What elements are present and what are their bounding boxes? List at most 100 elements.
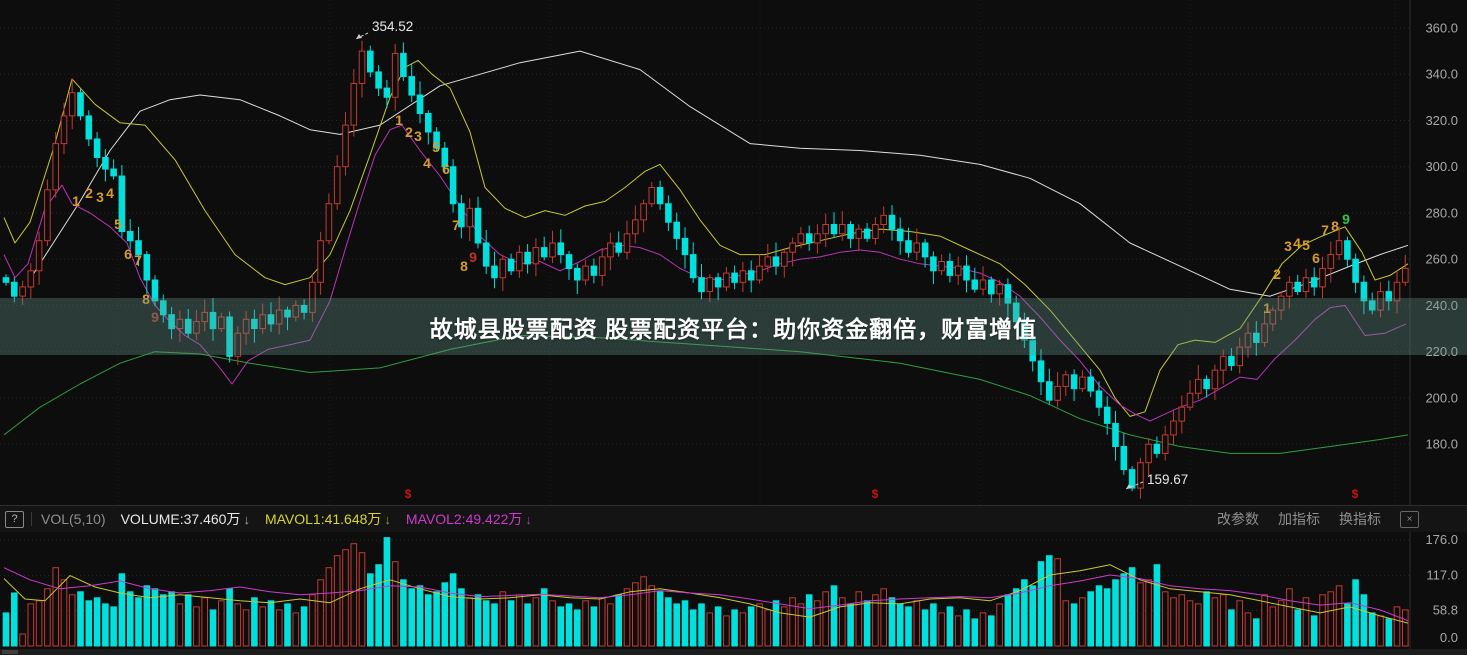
volume-bar: [350, 543, 358, 647]
candle-body: [1352, 258, 1359, 283]
candle-body: [11, 281, 18, 297]
volume-bar: [565, 603, 573, 647]
candle-body: [408, 76, 415, 96]
candle-body: [839, 224, 846, 235]
volume-bar: [27, 603, 35, 647]
ma-line-mid-yellow: [3, 59, 1409, 417]
candle-body: [574, 267, 581, 281]
candle-body: [52, 143, 60, 191]
candle-body: [333, 166, 341, 205]
candle-body: [1236, 346, 1244, 367]
volume-bar: [507, 600, 515, 647]
volume-bar: [85, 600, 93, 647]
candle-body: [1244, 332, 1252, 348]
mavol2-readout: MAVOL2:49.422万 ↓: [406, 509, 532, 529]
scroll-handle[interactable]: [2, 650, 18, 654]
td-sequence-marker: 7: [452, 217, 460, 233]
volume-bar: [1037, 561, 1045, 647]
candle-body: [77, 92, 84, 117]
candle-body: [325, 203, 333, 242]
volume-bar: [333, 555, 341, 647]
volume-bar: [913, 600, 921, 647]
candle-body: [482, 242, 490, 267]
candle-body: [516, 251, 523, 272]
indicator-name-label: VOL(5,10): [41, 511, 106, 527]
candle-body: [1095, 390, 1103, 408]
volume-bar: [102, 603, 109, 647]
candle-body: [1203, 378, 1210, 390]
volume-bar: [872, 594, 879, 647]
volume-axis-label: 0.0: [1440, 630, 1458, 645]
volume-bar: [839, 597, 846, 647]
candle-body: [342, 124, 349, 168]
volume-bar: [1228, 609, 1235, 647]
volume-bar: [1203, 591, 1210, 647]
volume-bar: [1344, 603, 1351, 647]
volume-bar: [466, 597, 473, 647]
td-sequence-marker: 6: [442, 161, 450, 177]
close-indicator-button[interactable]: ×: [1400, 510, 1419, 528]
volume-bar: [1195, 603, 1202, 647]
candle-body: [731, 272, 738, 283]
volume-bar: [772, 600, 780, 647]
candle-body: [1310, 277, 1318, 288]
candle-body: [102, 157, 109, 170]
volume-bar: [971, 618, 979, 647]
td-sequence-marker: 8: [1331, 218, 1339, 234]
help-button[interactable]: ?: [5, 510, 24, 528]
td-sequence-marker: 1: [395, 112, 403, 128]
volume-bar: [168, 591, 175, 647]
td-sequence-marker: 2: [85, 185, 93, 201]
candle-body: [449, 166, 457, 205]
volume-bar: [996, 603, 1003, 647]
volume-bar: [607, 603, 614, 647]
candle-body: [416, 94, 424, 114]
candlestick-chart[interactable]: 360.0 340.0 320.0 300.0 280.0 260.0 240.0 220.0…: [0, 0, 1467, 507]
add-indicator-button[interactable]: 加指标: [1278, 511, 1320, 527]
bottom-scrollbar[interactable]: [0, 649, 1467, 655]
volume-bar: [1277, 600, 1285, 647]
candle-body: [1319, 267, 1326, 288]
volume-bar: [242, 609, 250, 647]
candle-body: [93, 138, 101, 158]
td-sequence-marker: 8: [460, 258, 468, 274]
candle-body: [1137, 462, 1144, 489]
volume-bar: [151, 588, 159, 647]
volume-bar: [408, 588, 415, 647]
candle-body: [1228, 355, 1235, 366]
volume-chart[interactable]: 176.0 117.0 58.8 0.0: [0, 530, 1467, 655]
td-sequence-marker: 9: [151, 309, 159, 325]
volume-bar: [665, 597, 672, 647]
candle-body: [938, 261, 945, 272]
candle-body: [623, 233, 631, 253]
volume-bar: [93, 597, 101, 647]
volume-bar: [35, 600, 43, 647]
candle-body: [1170, 420, 1177, 436]
candle-body: [905, 240, 912, 253]
volume-bar: [731, 609, 738, 647]
volume-bar: [11, 592, 18, 647]
candle-body: [1120, 446, 1128, 471]
candle-body: [425, 113, 432, 133]
candle-body: [1054, 385, 1061, 401]
volume-bar: [251, 597, 258, 647]
td-sequence-marker: 2: [405, 124, 413, 140]
candle-body: [615, 242, 623, 253]
volume-bar: [1145, 579, 1152, 647]
volume-bar: [1335, 585, 1343, 647]
candle-body: [632, 219, 639, 235]
candle-body: [1402, 267, 1409, 283]
volume-bar: [756, 603, 763, 647]
volume-bar: [1219, 594, 1227, 647]
candle-body: [640, 203, 647, 221]
volume-bar: [1286, 588, 1293, 647]
change-params-button[interactable]: 改参数: [1217, 511, 1259, 527]
volume-bar: [1327, 591, 1335, 647]
candle-body: [921, 242, 929, 258]
volume-bar: [797, 603, 805, 647]
switch-indicator-button[interactable]: 换指标: [1339, 511, 1381, 527]
volume-bar: [2, 612, 10, 647]
candle-body: [118, 175, 126, 232]
td-sequence-marker: 8: [142, 291, 150, 307]
